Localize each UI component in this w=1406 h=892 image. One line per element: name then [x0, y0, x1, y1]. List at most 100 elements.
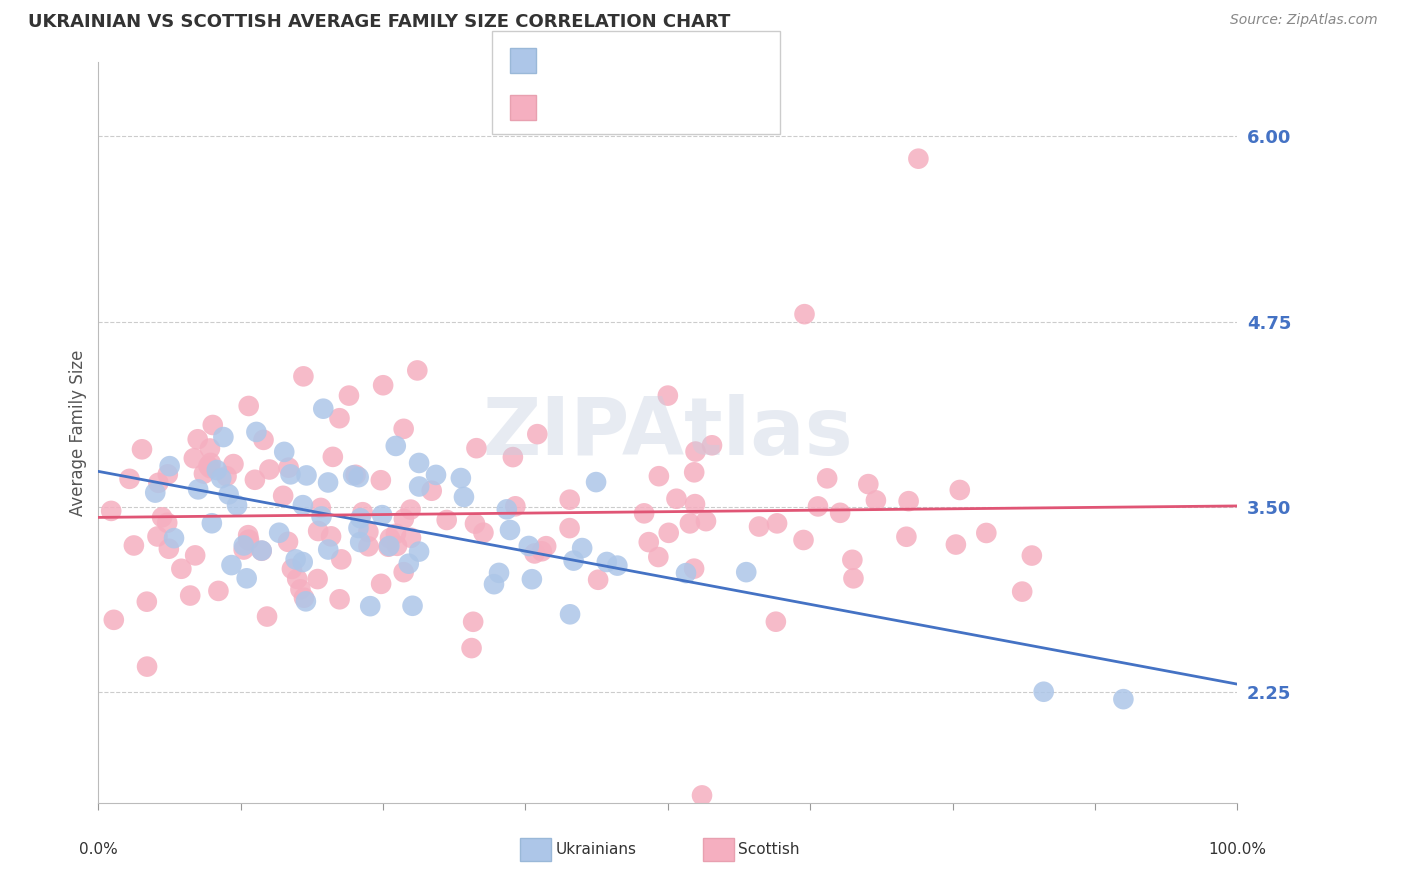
Point: [349, 511, 371, 525]
Text: R =  0.006   N = 114: R = 0.006 N = 114: [544, 100, 716, 114]
Point: [842, 571, 865, 585]
Point: [273, 445, 295, 459]
Point: [976, 526, 998, 541]
Text: ZIPAtlas: ZIPAtlas: [482, 393, 853, 472]
Point: [277, 534, 299, 549]
Point: [238, 399, 260, 413]
Point: [307, 524, 329, 538]
Point: [295, 468, 318, 483]
Point: [460, 641, 482, 656]
Point: [378, 539, 401, 553]
Point: [384, 439, 406, 453]
Point: [146, 529, 169, 543]
Point: [425, 467, 447, 482]
Point: [657, 388, 679, 402]
Point: [156, 467, 179, 482]
Point: [949, 483, 972, 497]
Point: [309, 500, 332, 515]
Point: [245, 425, 267, 439]
Point: [330, 552, 353, 566]
Point: [295, 594, 318, 608]
Point: [269, 525, 291, 540]
Point: [683, 465, 706, 479]
Text: Source: ZipAtlas.com: Source: ZipAtlas.com: [1230, 13, 1378, 28]
Point: [252, 433, 274, 447]
Point: [100, 504, 122, 518]
Point: [212, 430, 235, 444]
Text: UKRAINIAN VS SCOTTISH AVERAGE FAMILY SIZE CORRELATION CHART: UKRAINIAN VS SCOTTISH AVERAGE FAMILY SIZ…: [28, 13, 731, 31]
Point: [830, 506, 852, 520]
Point: [250, 543, 273, 558]
Point: [342, 468, 364, 483]
Point: [316, 475, 339, 490]
Point: [408, 479, 430, 493]
Point: [307, 572, 329, 586]
Point: [131, 442, 153, 457]
Point: [505, 500, 527, 514]
Point: [328, 411, 350, 425]
Point: [103, 613, 125, 627]
Point: [648, 469, 671, 483]
Point: [436, 513, 458, 527]
Point: [183, 451, 205, 466]
Point: [558, 492, 581, 507]
Point: [562, 553, 585, 567]
Point: [243, 473, 266, 487]
Point: [585, 475, 607, 489]
Point: [200, 461, 222, 475]
Point: [523, 546, 546, 560]
Text: R = -0.430   N =  58: R = -0.430 N = 58: [544, 51, 711, 65]
Point: [292, 369, 315, 384]
Point: [159, 459, 181, 474]
Point: [896, 530, 918, 544]
Point: [399, 531, 422, 545]
Point: [392, 512, 415, 526]
Point: [184, 549, 207, 563]
Point: [392, 422, 415, 436]
Point: [378, 531, 401, 545]
Point: [122, 539, 145, 553]
Point: [238, 533, 260, 547]
Point: [907, 152, 929, 166]
Point: [398, 557, 420, 571]
Point: [349, 535, 371, 549]
Point: [685, 444, 707, 458]
Point: [197, 458, 219, 473]
Point: [371, 378, 394, 392]
Point: [647, 549, 669, 564]
Point: [136, 659, 159, 673]
Point: [370, 473, 392, 487]
Point: [596, 555, 619, 569]
Point: [637, 535, 659, 549]
Point: [259, 462, 281, 476]
Point: [735, 565, 758, 579]
Point: [675, 566, 697, 580]
Point: [135, 595, 157, 609]
Point: [232, 539, 254, 553]
Point: [156, 516, 179, 530]
Point: [472, 525, 495, 540]
Point: [495, 502, 517, 516]
Point: [201, 417, 224, 432]
Point: [357, 524, 380, 539]
Point: [463, 615, 485, 629]
Point: [534, 539, 557, 553]
Point: [464, 516, 486, 531]
Point: [1032, 685, 1054, 699]
Point: [371, 508, 394, 522]
Point: [406, 363, 429, 377]
Point: [526, 427, 548, 442]
Point: [163, 531, 186, 545]
Point: [226, 499, 249, 513]
Point: [408, 456, 430, 470]
Point: [357, 539, 380, 553]
Point: [1011, 584, 1033, 599]
Text: 100.0%: 100.0%: [1208, 842, 1267, 856]
Point: [502, 450, 524, 464]
Point: [558, 607, 581, 622]
Point: [520, 572, 543, 586]
Point: [683, 497, 706, 511]
Point: [897, 494, 920, 508]
Point: [218, 487, 240, 501]
Point: [945, 537, 967, 551]
